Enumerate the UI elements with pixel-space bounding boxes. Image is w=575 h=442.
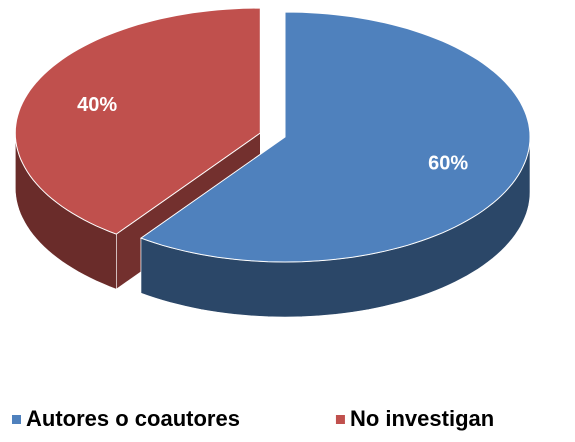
slice-top	[14, 7, 261, 235]
slice-top	[139, 11, 531, 263]
legend-label: No investigan	[350, 406, 494, 431]
legend-swatch	[12, 415, 21, 424]
legend-swatch	[335, 415, 345, 424]
legend-label: Autores o coautores	[26, 406, 240, 431]
data-label: 40%	[77, 94, 117, 116]
data-label: 60%	[428, 152, 468, 174]
pie-slice	[139, 11, 531, 318]
